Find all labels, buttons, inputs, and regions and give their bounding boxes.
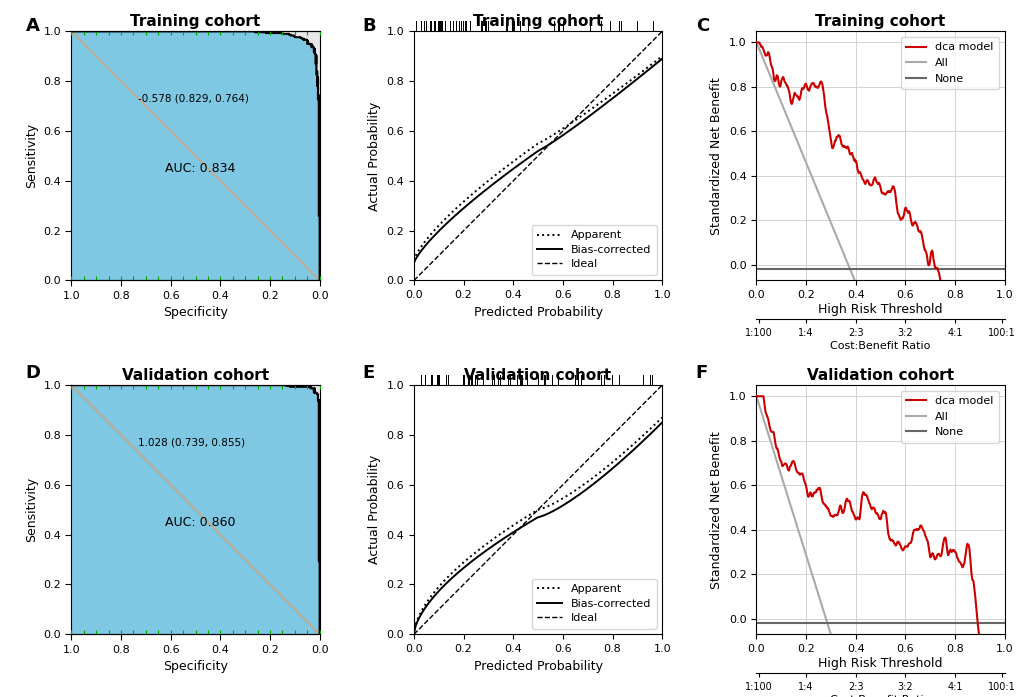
Apparent [474,183,486,192]
Y-axis label: Actual Probability: Actual Probability [368,455,380,565]
Apparent [422,232,434,240]
Y-axis label: Standardized Net Benefit: Standardized Net Benefit [710,431,722,588]
X-axis label: Specificity: Specificity [163,307,227,319]
Ideal [418,620,430,629]
Apparent [474,545,486,553]
Apparent [453,561,466,569]
Bias-corrected [422,238,434,246]
Ideal [453,584,466,592]
Apparent [655,52,667,61]
Bias-corrected [634,439,646,447]
Ideal [408,630,420,638]
Bias-corrected [453,567,466,575]
Title: Training cohort: Training cohort [814,14,945,29]
Bias-corrected [418,606,430,614]
Legend: Apparent, Bias-corrected, Ideal: Apparent, Bias-corrected, Ideal [531,579,656,629]
Ideal [655,27,667,36]
Ideal [422,615,434,623]
Text: AUC: 0.834: AUC: 0.834 [165,162,235,175]
Apparent [453,201,466,209]
Apparent [418,603,430,611]
Apparent [408,256,420,265]
X-axis label: Cost:Benefit Ratio: Cost:Benefit Ratio [829,342,930,351]
Y-axis label: Sensitivity: Sensitivity [24,123,38,188]
Apparent [408,630,420,638]
Bias-corrected [418,243,430,252]
Bias-corrected [634,72,646,80]
X-axis label: Specificity: Specificity [163,660,227,673]
Ideal [634,49,646,57]
Title: Validation cohort: Validation cohort [806,367,953,383]
X-axis label: Cost:Benefit Ratio: Cost:Benefit Ratio [829,695,930,697]
Bias-corrected [422,599,434,607]
Text: F: F [695,364,707,382]
Ideal [474,210,486,218]
Legend: dca model, All, None: dca model, All, None [900,37,999,89]
X-axis label: Predicted Probability: Predicted Probability [473,306,602,319]
Ideal [453,230,466,238]
Legend: dca model, All, None: dca model, All, None [900,391,999,443]
Ideal [408,276,420,284]
Line: Bias-corrected: Bias-corrected [414,59,661,263]
Title: Validation cohort: Validation cohort [464,367,611,383]
Bias-corrected [408,259,420,267]
Line: Ideal: Ideal [414,31,661,280]
Ideal [643,394,655,402]
X-axis label: High Risk Threshold: High Risk Threshold [817,303,942,316]
Text: 1.028 (0.739, 0.855): 1.028 (0.739, 0.855) [139,438,246,447]
Apparent [422,595,434,604]
Line: Apparent: Apparent [414,56,661,261]
X-axis label: Predicted Probability: Predicted Probability [473,659,602,673]
Text: C: C [695,17,708,36]
Y-axis label: Actual Probability: Actual Probability [368,101,380,210]
Bias-corrected [643,65,655,73]
Bias-corrected [408,630,420,638]
Ideal [422,261,434,270]
Y-axis label: Sensitivity: Sensitivity [24,477,38,542]
Text: B: B [362,17,375,36]
Ideal [643,40,655,48]
Bias-corrected [643,431,655,439]
Title: Validation cohort: Validation cohort [122,367,269,383]
Text: E: E [362,364,374,382]
Apparent [634,434,646,442]
Bias-corrected [655,418,667,427]
Line: Apparent: Apparent [414,418,661,634]
Legend: Apparent, Bias-corrected, Ideal: Apparent, Bias-corrected, Ideal [531,225,656,275]
Bias-corrected [474,551,486,559]
Title: Training cohort: Training cohort [130,14,261,29]
Apparent [634,68,646,77]
Apparent [643,425,655,434]
Y-axis label: Standardized Net Benefit: Standardized Net Benefit [710,77,722,235]
Bias-corrected [474,190,486,199]
Apparent [643,62,655,70]
Text: A: A [25,17,40,36]
Ideal [418,266,430,275]
Ideal [474,564,486,572]
Title: Training cohort: Training cohort [473,14,602,29]
Apparent [418,238,430,247]
Bias-corrected [453,207,466,215]
Ideal [634,402,646,411]
Text: -0.578 (0.829, 0.764): -0.578 (0.829, 0.764) [139,93,249,104]
Text: AUC: 0.860: AUC: 0.860 [165,516,235,528]
Line: Bias-corrected: Bias-corrected [414,422,661,634]
Text: D: D [25,364,41,382]
Ideal [655,381,667,390]
Bias-corrected [655,54,667,63]
Line: Ideal: Ideal [414,385,661,634]
Apparent [655,413,667,422]
X-axis label: High Risk Threshold: High Risk Threshold [817,657,942,670]
